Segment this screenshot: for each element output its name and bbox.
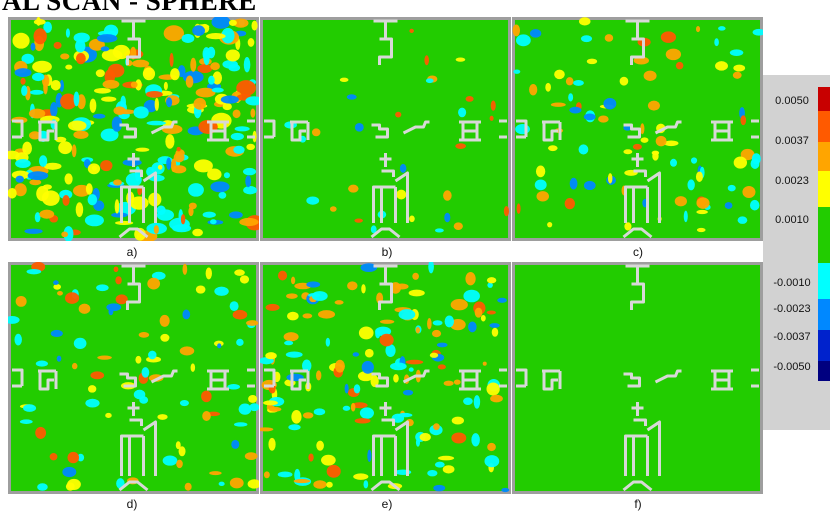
legend-swatch-6: [818, 263, 830, 299]
panel-a-deviation-map: [8, 17, 259, 241]
panel-f-label: f): [634, 497, 642, 511]
legend-swatch-5: [818, 207, 830, 263]
legend-tick-7: -0.0037: [773, 331, 811, 343]
color-legend: 0.0050 0.0037 0.0023 0.0010 -0.0010 -0.0…: [763, 75, 830, 430]
legend-tick-5: -0.0010: [773, 277, 811, 289]
legend-tick-6: -0.0023: [773, 303, 811, 315]
legend-swatch-4: [818, 171, 830, 207]
legend-swatch-2: [818, 111, 830, 142]
legend-swatch-9: [818, 361, 830, 381]
panel-c-svg: [512, 17, 763, 239]
panel-f-svg: [515, 264, 760, 492]
panel-b-svg: [263, 19, 510, 239]
panel-d-svg: [8, 262, 259, 492]
panel-b-label: b): [381, 245, 393, 259]
panel-b-deviation-map: [260, 17, 511, 241]
panel-c-deviation-map: [512, 17, 763, 241]
legend-tick-4: 0.0010: [775, 214, 809, 226]
legend-tick-2: 0.0037: [775, 135, 809, 147]
panel-a-label: a): [126, 245, 138, 259]
legend-tick-1: 0.0050: [775, 95, 809, 107]
legend-tick-8: -0.0050: [773, 361, 811, 373]
panel-f-deviation-map: [512, 262, 763, 494]
legend-swatch-1: [818, 87, 830, 111]
panel-d-label: d): [126, 497, 138, 511]
panel-e-label: e): [381, 497, 393, 511]
legend-swatch-7: [818, 299, 830, 330]
panel-a-svg: [8, 17, 259, 241]
figure-title: AL SCAN - SPHERE: [2, 0, 257, 16]
panel-e-deviation-map: [260, 262, 511, 494]
legend-tick-3: 0.0023: [775, 175, 809, 187]
legend-swatch-8: [818, 330, 830, 361]
panel-e-svg: [260, 262, 510, 493]
legend-swatch-3: [818, 142, 830, 171]
panel-d-deviation-map: [8, 262, 259, 494]
panel-c-label: c): [633, 245, 643, 259]
